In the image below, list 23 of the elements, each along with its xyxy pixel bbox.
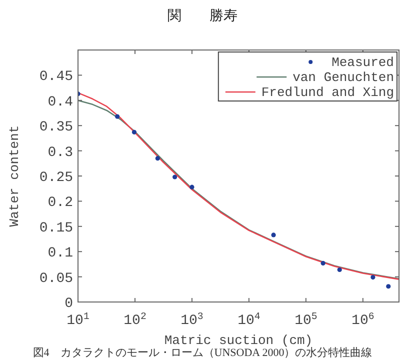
x-axis-title: Matric suction (cm) [164, 333, 313, 348]
y-tick-label: 0.15 [39, 220, 73, 236]
x-tick-label: 10$^{1}$ [66, 310, 90, 329]
x-tick-label: 10$^{6}$ [352, 310, 374, 329]
y-tick-label: 0.4 [48, 94, 73, 110]
legend-label: Fredlund and Xing [261, 85, 394, 100]
chart-title: 関 勝寿 [168, 8, 238, 24]
y-tick-label: 0.45 [39, 69, 73, 86]
x-tick-label: 10$^{2}$ [124, 310, 146, 329]
x-tick-label: 10$^{3}$ [180, 310, 204, 329]
caption: 図4 カタラクトのモール・ローム（UNSODA 2000）の水分特性曲線 [32, 346, 372, 359]
y-tick-label: 0.05 [39, 270, 73, 287]
legend-label: van Genuchten [292, 70, 394, 85]
y-tick-label: 0.1 [48, 246, 73, 262]
x-tick-label: 10$^{4}$ [238, 310, 260, 329]
legend-label: Measured [332, 55, 394, 70]
y-axis-title: Water content [7, 125, 22, 227]
x-tick-label: 10$^{5}$ [294, 310, 318, 329]
y-tick-label: 0.3 [48, 144, 73, 161]
y-tick-label: 0.35 [39, 120, 73, 136]
y-tick-label: 0.25 [39, 170, 73, 186]
y-tick-label: 0 [64, 296, 73, 312]
y-tick-label: 0.2 [48, 195, 73, 212]
